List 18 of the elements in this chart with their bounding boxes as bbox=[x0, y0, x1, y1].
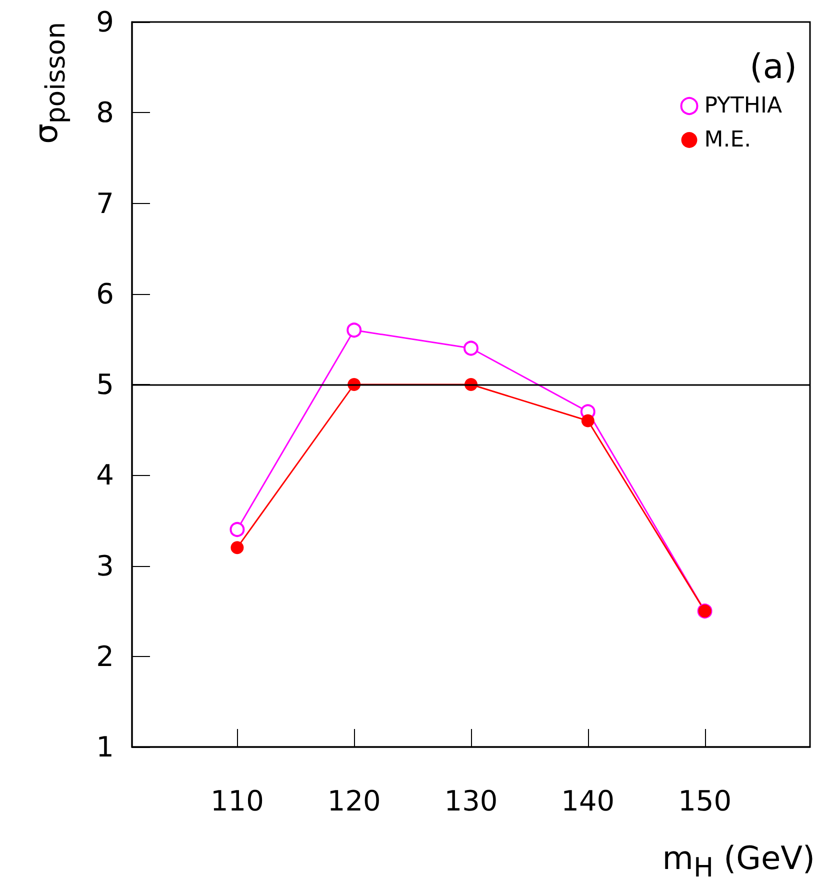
y-tick-label: 2 bbox=[96, 640, 114, 673]
x-tick-label: 140 bbox=[561, 784, 615, 818]
x-tick-label: 120 bbox=[327, 784, 381, 818]
y-tick-label: 4 bbox=[96, 458, 114, 492]
x-tick-label: 150 bbox=[678, 784, 732, 818]
y-tick-label: 1 bbox=[96, 730, 114, 764]
x-axis-title: m$_{H}$ (GeV) bbox=[662, 838, 815, 884]
legend-label: PYTHIA bbox=[704, 94, 782, 118]
legend-label: M.E. bbox=[704, 128, 752, 152]
y-tick-label: 5 bbox=[96, 368, 114, 401]
y-tick-label: 9 bbox=[96, 6, 114, 38]
x-tick-label: 110 bbox=[210, 784, 264, 818]
y-tick-label: 3 bbox=[96, 549, 114, 582]
x-tick-label: 130 bbox=[444, 784, 498, 818]
y-tick-label: 6 bbox=[96, 277, 114, 310]
annotation: (a) bbox=[750, 47, 798, 87]
y-tick-label: 8 bbox=[96, 96, 114, 130]
y-tick-label: 7 bbox=[96, 186, 114, 220]
